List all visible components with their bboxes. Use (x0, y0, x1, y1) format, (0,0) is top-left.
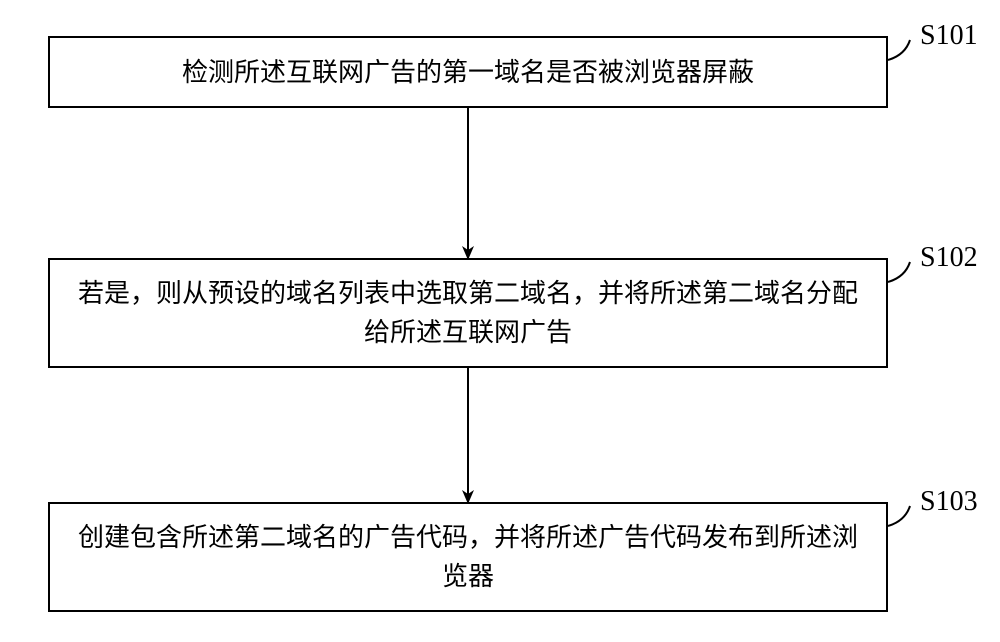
label-connector-s103 (888, 506, 910, 526)
connectors-svg (0, 0, 1000, 642)
label-connectors-group (888, 40, 910, 526)
label-connector-s102 (888, 262, 910, 282)
label-connector-s101 (888, 40, 910, 60)
flowchart-canvas: 检测所述互联网广告的第一域名是否被浏览器屏蔽 S101 若是，则从预设的域名列表… (0, 0, 1000, 642)
